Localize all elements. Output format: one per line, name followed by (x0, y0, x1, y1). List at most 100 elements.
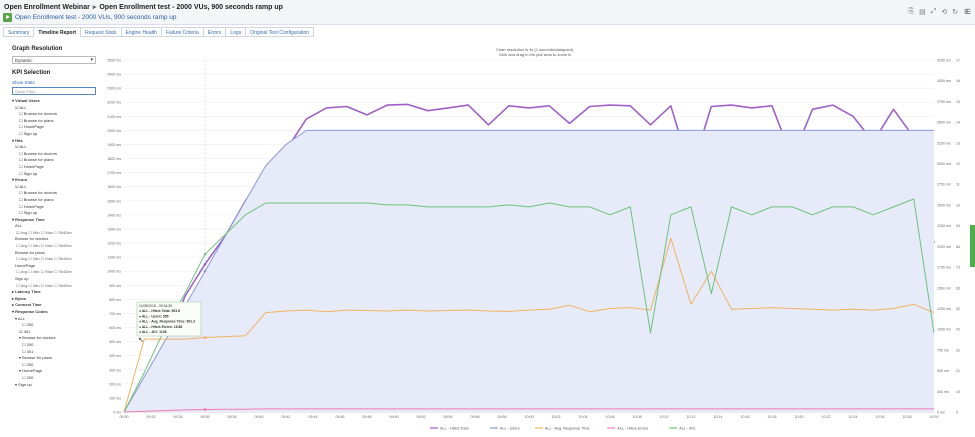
kpi-tree-item[interactable]: ☑ 401 (19, 328, 31, 334)
breadcrumb-root[interactable]: Open Enrollment Webinar (4, 4, 90, 11)
tab-original-test-configuration[interactable]: Original Test Configuration (245, 27, 315, 37)
expand-icon[interactable]: ⤢ (930, 8, 937, 15)
tab-request-stats[interactable]: Request Stats (80, 27, 121, 37)
tooltip-line: 11/08/2018 - 09:34:35 (139, 304, 172, 308)
kpi-tree-item[interactable]: ▸ Connect Time (12, 302, 42, 308)
y-right1-tick-label: 250 ms (937, 390, 949, 394)
quick-filter-input[interactable]: Quick Filter... (12, 87, 96, 95)
kpi-tree-item[interactable]: ☑ Avg ☐ Min ☐ Max ☐ StdDev (16, 229, 72, 235)
tooltip-line: ● ALL - Avg. Response Time: 891.3 (139, 320, 195, 324)
kpi-tree-item[interactable]: ▾ ALL (15, 315, 26, 321)
kpi-tree-item[interactable]: Browse for plans (15, 249, 45, 255)
sidebar: Graph Resolution Dynamic KPI Selection S… (12, 46, 98, 388)
kpi-tree-item[interactable]: ▾ Response Time (12, 216, 45, 222)
graph-resolution-select[interactable]: Dynamic (12, 56, 96, 64)
kpi-tree-item[interactable]: ▾ Browse for doctors (19, 335, 56, 341)
kpi-tree-item[interactable]: ☐ 401 (22, 348, 34, 354)
feedback-side-tab[interactable] (970, 225, 975, 267)
kpi-tree-item[interactable]: Browse for doctors (15, 236, 49, 242)
y-left-tick-label: 200 ms (109, 382, 121, 386)
series-line-4 (123, 198, 935, 413)
kpi-tree-item[interactable]: ▸ Latency Time (12, 289, 41, 295)
kpi-tree-item[interactable]: ☐ HomePage (19, 124, 44, 130)
chart-note: Chart resolution is 4s (1 seconds/datapo… (100, 47, 970, 57)
graph-resolution-title: Graph Resolution (12, 46, 63, 52)
series-marker-1 (203, 269, 207, 273)
kpi-tree-item[interactable]: Sign up (15, 276, 29, 282)
y-right2-tick-label: 1680 (956, 79, 960, 83)
kpi-tree-item[interactable]: ☐ 200 (22, 322, 34, 328)
kpi-tree-item[interactable]: ▾ Virtual Users (12, 98, 40, 103)
y-left-tick-label: 2200 ms (107, 101, 121, 105)
x-tick-label: 09:56 (471, 415, 480, 419)
y-right1-tick-label: 1250 ms (937, 307, 951, 311)
kpi-tree-item[interactable]: ▸ Bytes (12, 295, 27, 301)
kpi-tree-item[interactable]: ☐ Sign up (19, 210, 38, 216)
kpi-tree-item[interactable]: ☐ Avg ☐ Min ☐ Max ☐ StdDev (16, 243, 72, 249)
kpi-tree-item[interactable]: ☐ Sign up (19, 170, 38, 176)
tab-timeline-report[interactable]: Timeline Report (33, 27, 81, 37)
kpi-tree-item[interactable]: ☐ Avg ☐ Min ☐ Max ☐ StdDev (16, 282, 72, 288)
chart-menu-icon[interactable]: ☰ (964, 9, 971, 16)
y-right1-tick-label: 2500 ms (937, 203, 951, 207)
kpi-tree-item[interactable]: ☐ Avg ☐ Min ☐ Max ☐ StdDev (16, 256, 72, 262)
run-test-button[interactable] (3, 13, 12, 22)
kpi-tree-item[interactable]: ☑ ALL (15, 183, 27, 189)
kpi-tree-item[interactable]: ☐ Browse for doctors (19, 150, 58, 156)
kpi-tree-item[interactable]: ☐ Avg ☐ Min ☐ Max ☐ StdDev (16, 269, 72, 275)
kpi-tree-item[interactable]: ☐ Sign up (19, 130, 38, 136)
y-right2-tick-label: 315 (956, 348, 960, 352)
kpi-tree-item[interactable]: ☐ Browse for plans (19, 117, 54, 123)
tooltip-line: ● ALL - Hits/s Total: 503.8 (139, 309, 180, 313)
y-left-tick-label: 800 ms (109, 298, 121, 302)
timeline-chart[interactable]: 0 ms 100 ms 200 ms 300 ms 400 ms 500 ms 600 ms… (100, 40, 964, 432)
y-right2-tick-label: 1155 (956, 183, 960, 187)
delete-icon[interactable]: ✕ (963, 9, 969, 16)
kpi-tree-item[interactable]: ☐ Browse for plans (19, 196, 54, 202)
show-stats-link[interactable]: Show Stats (12, 80, 35, 85)
kpi-tree-item[interactable]: ☐ 200 (22, 341, 34, 347)
kpi-tree-item[interactable]: ☐ HomePage (19, 203, 44, 209)
export-icon[interactable]: ⎘ (908, 8, 915, 15)
kpi-tree-item[interactable]: ▾ Browse for plans (19, 355, 52, 361)
kpi-tree-item[interactable]: ▾ Hits (12, 137, 23, 143)
kpi-tree-item[interactable]: HomePage (15, 262, 36, 268)
kpi-tree-item[interactable]: ▾ HomePage (19, 368, 43, 374)
y-left-tick-label: 400 ms (109, 354, 121, 358)
kpi-tree-item[interactable]: ☐ Browse for doctors (19, 190, 58, 196)
legend-label-0: ALL - Hits/s Total (440, 427, 469, 431)
y-right2-tick-label: 1470 (956, 121, 960, 125)
breadcrumb-separator-icon: ▸ (92, 4, 97, 11)
tab-engine-health[interactable]: Engine Health (120, 27, 161, 37)
x-tick-label: 09:44 (309, 415, 318, 419)
tab-logs[interactable]: Logs (225, 27, 246, 37)
kpi-tree-item[interactable]: ▾ Response Codes (12, 309, 48, 314)
x-tick-label: 10:18 (768, 415, 777, 419)
y-right2-tick-label: 1260 (956, 162, 960, 166)
report-icon[interactable]: ▤ (919, 9, 926, 16)
tab-summary[interactable]: Summary (3, 27, 34, 37)
kpi-tree-item[interactable]: ☐ 200 (22, 374, 34, 380)
x-tick-label: 09:34 (174, 415, 183, 419)
tab-errors[interactable]: Errors (202, 27, 226, 37)
y-right2-tick-label: 630 (956, 286, 960, 290)
x-tick-label: 09:32 (147, 415, 156, 419)
kpi-tree-item[interactable]: ALL (15, 223, 23, 229)
kpi-tree-item[interactable]: ☐ Browse for plans (19, 157, 54, 163)
y-right2-tick-label: 1365 (956, 141, 960, 145)
legend-label-2: ALL - Avg. Response Time (545, 427, 590, 431)
test-subtitle[interactable]: Open Enrollment test - 2000 VUs, 900 sec… (15, 14, 177, 21)
kpi-tree-item[interactable]: ☐ Browse for doctors (19, 111, 58, 117)
kpi-tree-item[interactable]: ☑ ALL (15, 104, 27, 110)
tab-failure-criteria[interactable]: Failure Criteria (160, 27, 203, 37)
y-left-tick-label: 1000 ms (107, 270, 121, 274)
timeline-chart-area: Chart resolution is 4s (1 seconds/datapo… (100, 40, 964, 432)
kpi-tree-item[interactable]: ▾ Sign up (15, 381, 32, 387)
y-right2-tick-label: 420 (956, 328, 960, 332)
kpi-tree-item[interactable]: ☐ 200 (22, 361, 34, 367)
refresh-icon[interactable]: ↻ (952, 9, 959, 16)
kpi-tree-item[interactable]: ☑ ALL (15, 144, 27, 150)
kpi-tree-item[interactable]: ▾ Errors (12, 177, 28, 183)
share-icon[interactable]: ⟲ (941, 9, 948, 16)
kpi-tree-item[interactable]: ☐ HomePage (19, 163, 44, 169)
